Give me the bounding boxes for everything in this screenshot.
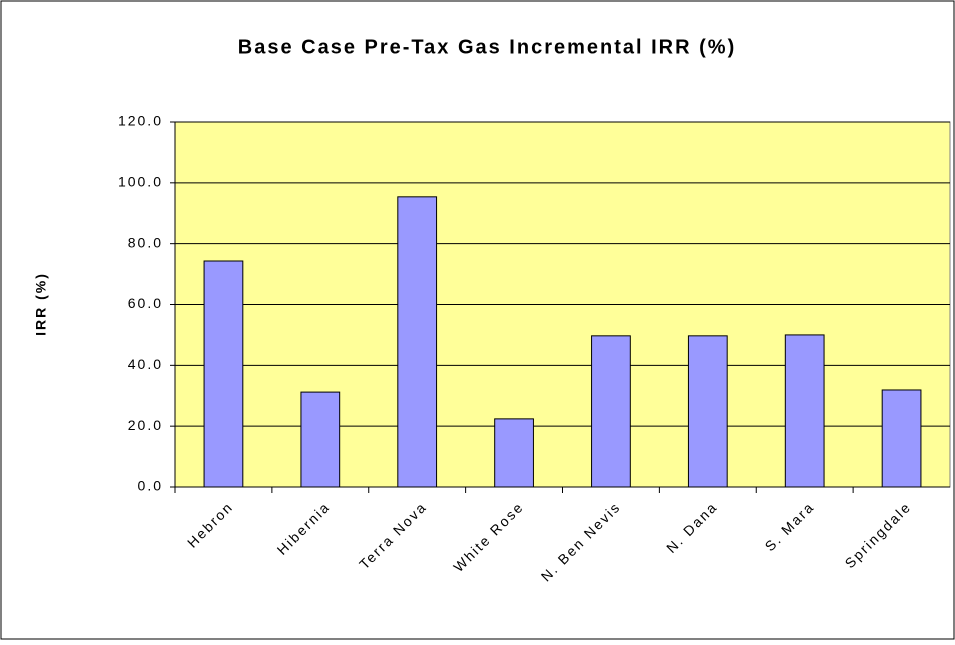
y-tick-label: 100.0	[118, 174, 163, 190]
bar	[494, 418, 534, 488]
bar	[687, 335, 728, 488]
bar	[203, 260, 244, 488]
y-tick-label: 60.0	[128, 295, 163, 311]
chart-title: Base Case Pre-Tax Gas Incremental IRR (%…	[238, 36, 736, 58]
bar	[397, 196, 438, 488]
y-axis-label: IRR (%)	[33, 272, 49, 336]
y-tick-label: 120.0	[118, 113, 163, 129]
y-tick-label: 0.0	[138, 478, 163, 494]
bar	[591, 335, 631, 488]
bar	[881, 389, 922, 488]
bar	[300, 391, 341, 488]
y-tick-label: 40.0	[128, 356, 163, 372]
y-tick-label: 80.0	[128, 234, 163, 250]
y-tick-label: 20.0	[128, 417, 163, 433]
bar	[784, 334, 825, 488]
